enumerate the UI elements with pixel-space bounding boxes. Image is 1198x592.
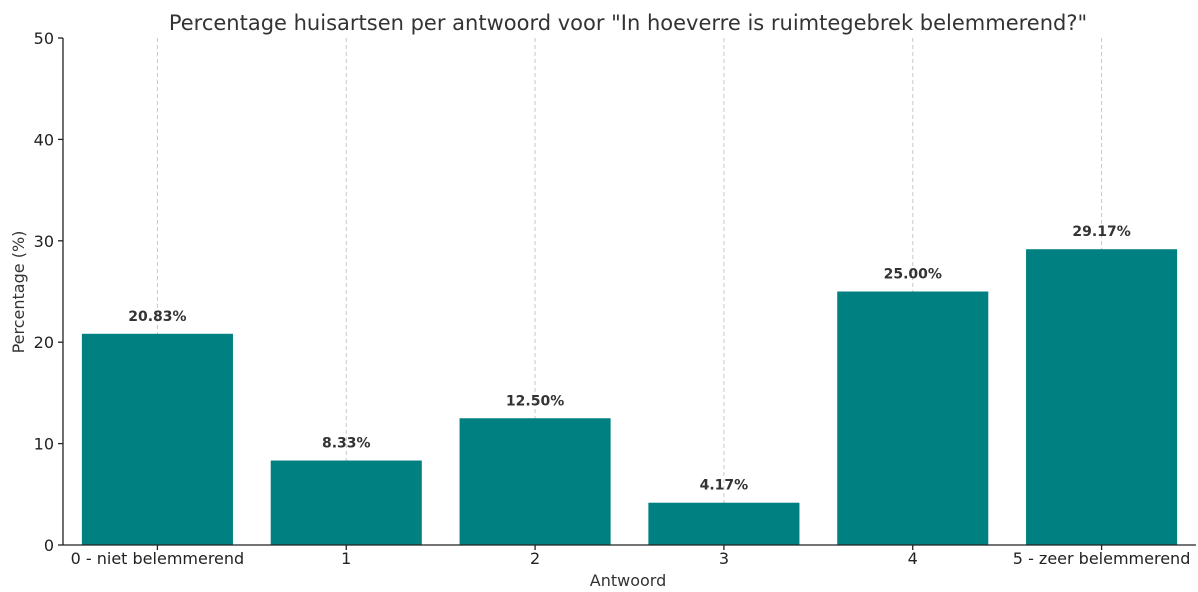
bar-4 xyxy=(837,291,989,545)
x-tick-label-1: 1 xyxy=(341,549,351,568)
bar-0 xyxy=(81,333,233,545)
x-tick-label-0: 0 - niet belemmerend xyxy=(71,549,245,568)
x-axis-label: Antwoord xyxy=(590,571,666,590)
y-tick-label-0: 0 xyxy=(44,536,54,555)
value-labels: 20.83% 8.33% 12.50% 4.17% 25.00% 29.17% xyxy=(128,224,1130,494)
chart-title: Percentage huisartsen per antwoord voor … xyxy=(169,11,1087,35)
bars xyxy=(81,249,1178,545)
bar-2 xyxy=(459,418,611,545)
x-tick-label-2: 2 xyxy=(530,549,540,568)
value-label-5: 29.17% xyxy=(1072,224,1130,240)
value-label-0: 20.83% xyxy=(128,309,186,325)
bar-3 xyxy=(648,502,800,545)
bar-5 xyxy=(1026,249,1178,545)
y-axis-label: Percentage (%) xyxy=(9,231,28,354)
axes: 0 - niet belemmerend 1 2 3 4 5 - zeer belemme… xyxy=(34,29,1196,568)
y-tick-label-5: 50 xyxy=(34,29,54,48)
y-tick-label-4: 40 xyxy=(34,130,54,149)
y-tick-label-2: 20 xyxy=(34,333,54,352)
bar-1 xyxy=(270,460,422,545)
value-label-2: 12.50% xyxy=(506,393,564,409)
y-tick-label-1: 10 xyxy=(34,435,54,454)
value-label-4: 25.00% xyxy=(884,267,942,283)
value-label-3: 4.17% xyxy=(700,478,749,494)
x-tick-label-4: 4 xyxy=(908,549,918,568)
y-tick-label-3: 30 xyxy=(34,232,54,251)
x-tick-label-5: 5 - zeer belemmerend xyxy=(1013,549,1191,568)
value-label-1: 8.33% xyxy=(322,436,371,452)
x-tick-label-3: 3 xyxy=(719,549,729,568)
